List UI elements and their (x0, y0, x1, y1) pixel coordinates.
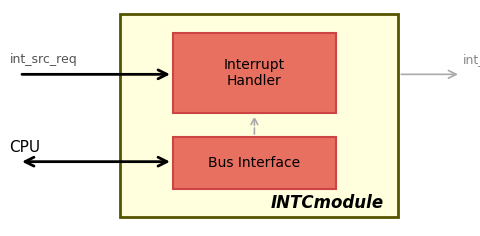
Text: int_src_req: int_src_req (10, 53, 77, 66)
Bar (173, 33, 336, 113)
Text: CPU: CPU (10, 139, 41, 155)
Bar (120, 14, 398, 217)
Bar (173, 137, 336, 189)
Text: INTCmodule: INTCmodule (271, 194, 384, 212)
Text: Bus Interface: Bus Interface (208, 156, 300, 170)
Text: Interrupt
Handler: Interrupt Handler (224, 58, 285, 88)
Text: int_req: int_req (463, 54, 480, 67)
